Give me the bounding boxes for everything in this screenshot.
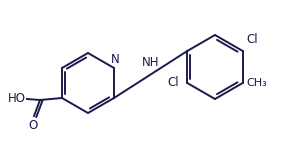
- Text: O: O: [28, 119, 38, 132]
- Text: N: N: [111, 53, 119, 66]
- Text: HO: HO: [8, 93, 26, 106]
- Text: NH: NH: [142, 57, 159, 69]
- Text: Cl: Cl: [247, 33, 258, 46]
- Text: CH₃: CH₃: [247, 78, 268, 88]
- Text: Cl: Cl: [168, 77, 179, 89]
